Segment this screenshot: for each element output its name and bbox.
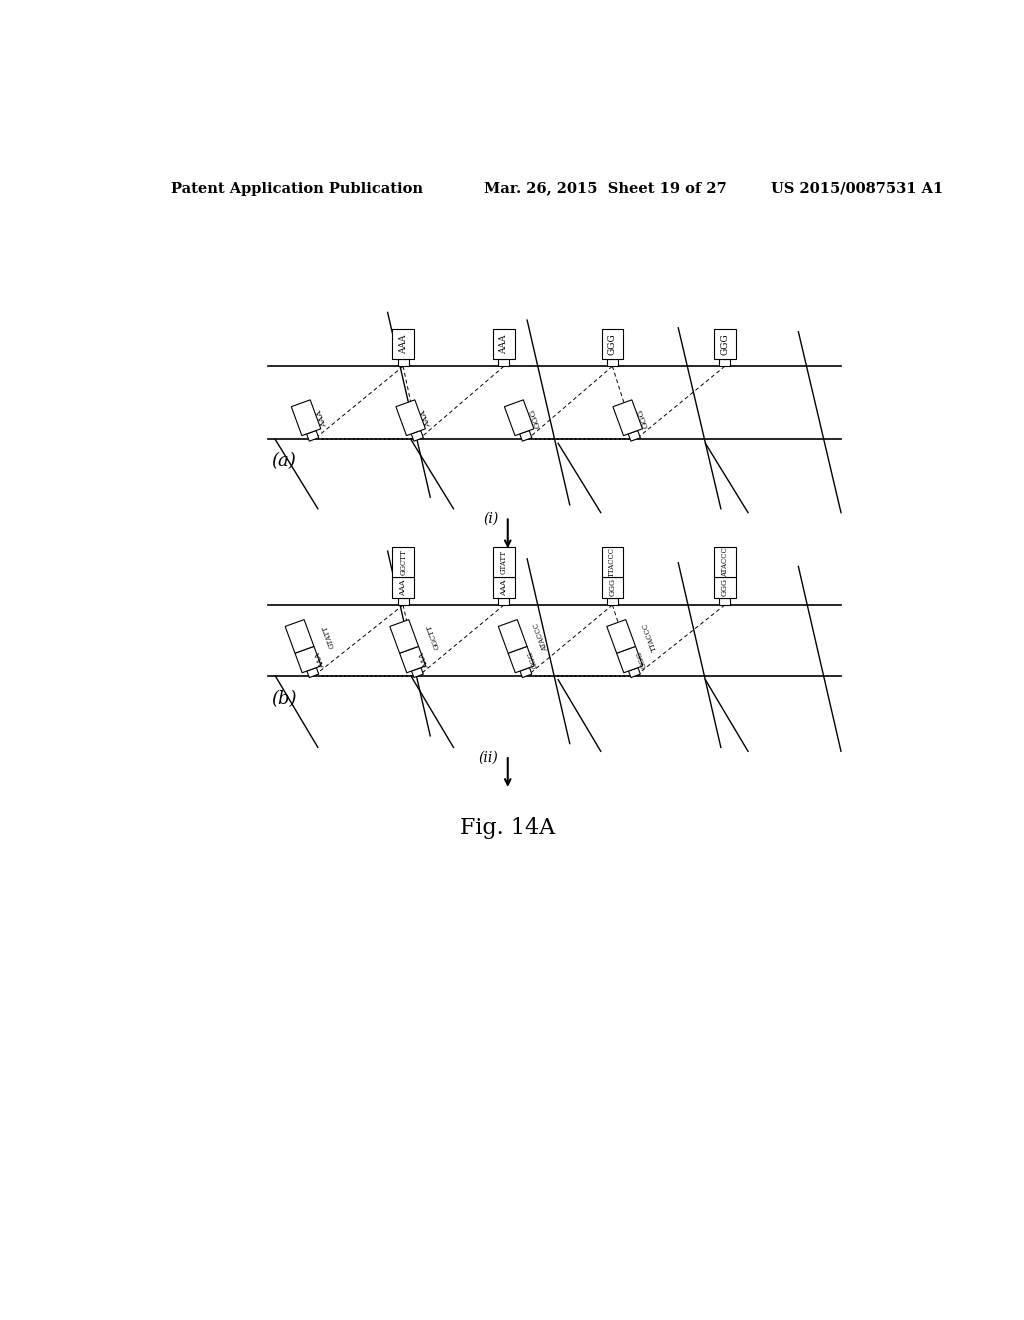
Text: AAA: AAA <box>420 408 433 428</box>
Bar <box>493 577 515 598</box>
Bar <box>714 329 735 359</box>
Text: GGG: GGG <box>526 649 540 669</box>
Bar <box>613 400 642 436</box>
Bar <box>601 329 624 359</box>
Text: AAA: AAA <box>398 334 408 354</box>
Text: AAA: AAA <box>313 651 327 669</box>
Bar <box>306 430 318 441</box>
Text: GGG: GGG <box>636 407 651 429</box>
Bar <box>714 577 735 598</box>
Text: (a): (a) <box>271 453 296 470</box>
Bar <box>616 647 643 673</box>
Bar <box>285 619 314 653</box>
Text: ATACCC: ATACCC <box>721 546 729 577</box>
Bar <box>629 668 640 677</box>
Bar <box>607 619 636 653</box>
Bar <box>412 430 423 441</box>
Bar <box>390 619 419 653</box>
Bar <box>719 359 730 367</box>
Bar <box>601 577 624 598</box>
Text: GGCTT: GGCTT <box>425 623 441 649</box>
Text: GTATT: GTATT <box>500 550 508 574</box>
Bar <box>508 647 535 673</box>
Bar <box>392 577 414 598</box>
Text: Fig. 14A: Fig. 14A <box>460 817 555 840</box>
Bar <box>499 598 509 605</box>
Bar <box>607 359 617 367</box>
Bar <box>607 598 617 605</box>
Text: US 2015/0087531 A1: US 2015/0087531 A1 <box>771 182 943 195</box>
Bar <box>396 400 425 436</box>
Text: Mar. 26, 2015  Sheet 19 of 27: Mar. 26, 2015 Sheet 19 of 27 <box>484 182 727 195</box>
Bar <box>392 548 414 577</box>
Text: GGG: GGG <box>608 578 616 597</box>
Bar <box>719 598 730 605</box>
Text: AAA: AAA <box>418 651 431 669</box>
Text: AAA: AAA <box>500 334 508 354</box>
Text: GGG: GGG <box>720 333 729 355</box>
Bar <box>412 668 423 677</box>
Text: AAA: AAA <box>500 579 508 595</box>
Text: AAA: AAA <box>399 579 408 595</box>
Bar <box>629 430 640 441</box>
Text: GTATT: GTATT <box>321 624 336 649</box>
Bar <box>295 647 322 673</box>
Text: AAA: AAA <box>315 408 329 428</box>
Bar <box>493 329 515 359</box>
Text: GGG: GGG <box>527 407 543 429</box>
Text: GGG: GGG <box>635 649 648 669</box>
Bar <box>520 430 531 441</box>
Text: GGCTT: GGCTT <box>399 549 408 574</box>
Bar <box>399 647 426 673</box>
Text: GGG: GGG <box>608 333 616 355</box>
Bar <box>499 359 509 367</box>
Text: Patent Application Publication: Patent Application Publication <box>171 182 423 195</box>
Text: ATACCC: ATACCC <box>532 620 551 652</box>
Text: (ii): (ii) <box>478 751 499 764</box>
Bar <box>520 668 531 677</box>
Bar <box>714 548 735 577</box>
Bar <box>601 548 624 577</box>
Bar <box>307 668 318 677</box>
Text: (b): (b) <box>271 689 297 708</box>
Bar <box>291 400 321 436</box>
Text: TTACCC: TTACCC <box>641 620 659 652</box>
Text: GGG: GGG <box>721 578 729 597</box>
Bar <box>505 400 534 436</box>
Text: TTACCC: TTACCC <box>608 546 616 577</box>
Bar <box>392 329 414 359</box>
Text: (i): (i) <box>483 512 499 527</box>
Bar <box>493 548 515 577</box>
Bar <box>397 598 409 605</box>
Bar <box>499 619 527 653</box>
Bar <box>397 359 409 367</box>
